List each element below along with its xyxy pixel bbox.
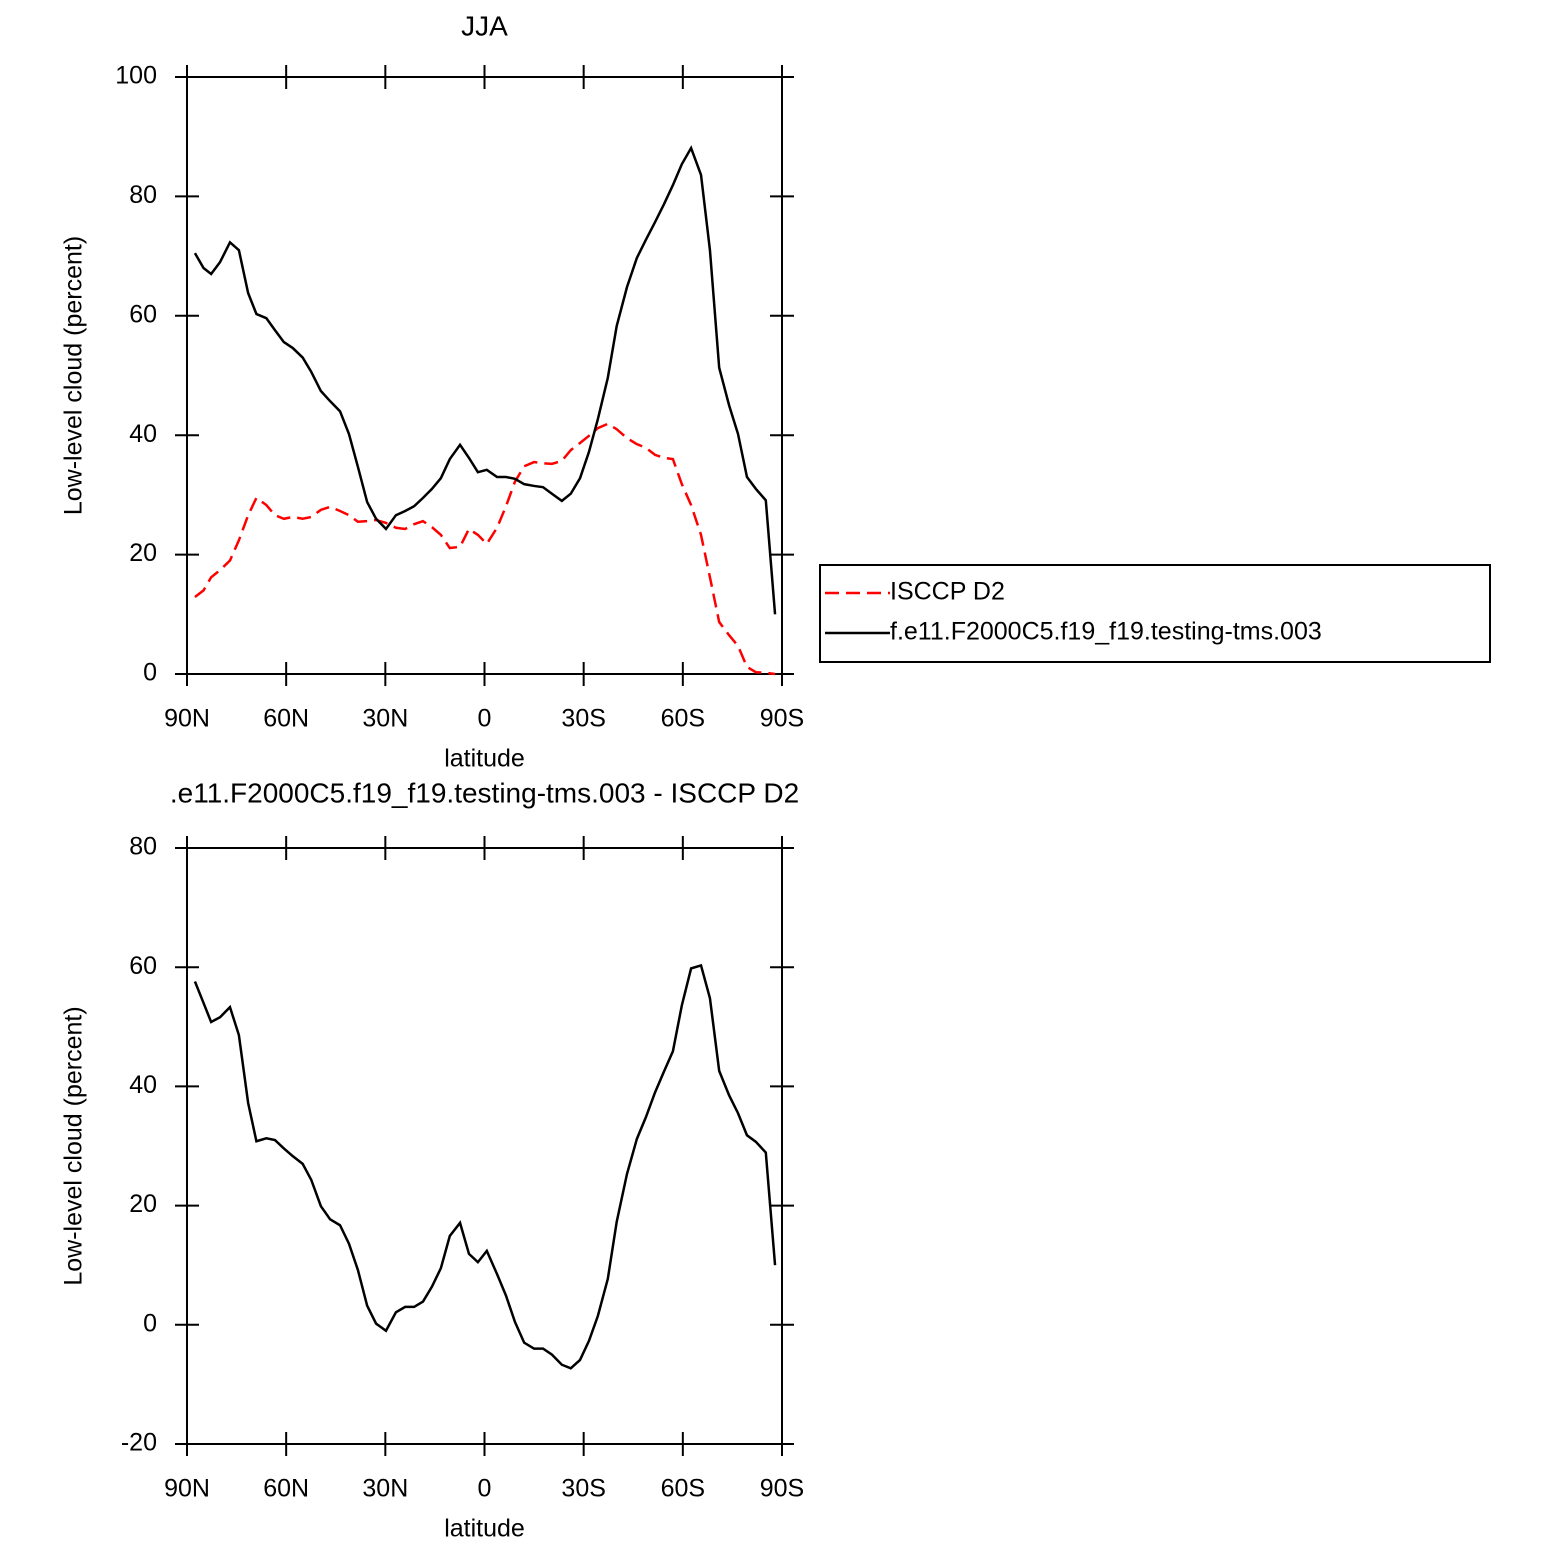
y-tick-label: 0 [143, 659, 157, 687]
y-axis-label: Low-level cloud (percent) [60, 236, 88, 515]
legend-label: f.e11.F2000C5.f19_f19.testing-tms.003 [890, 618, 1322, 646]
y-tick-label: 60 [129, 952, 157, 980]
x-tick-label: 90S [760, 705, 804, 733]
y-tick-label: 40 [129, 1071, 157, 1099]
legend-label: ISCCP D2 [890, 578, 1005, 606]
x-tick-label: 90N [164, 705, 210, 733]
y-tick-label: 80 [129, 181, 157, 209]
chart-title: JJA [461, 10, 508, 41]
chart-title: .e11.F2000C5.f19_f19.testing-tms.003 - I… [170, 777, 799, 808]
y-tick-label: -20 [121, 1429, 157, 1457]
series-line [193, 963, 777, 1370]
y-tick-label: 40 [129, 420, 157, 448]
x-tick-label: 30N [362, 1475, 408, 1503]
x-tick-label: 30S [561, 1475, 605, 1503]
plot-frame [186, 847, 783, 1445]
x-tick-label: 60S [661, 1475, 705, 1503]
y-tick-label: 80 [129, 833, 157, 861]
plot-frame [186, 76, 783, 675]
series-line [193, 145, 777, 615]
x-tick-label: 60N [263, 705, 309, 733]
y-tick-label: 20 [129, 539, 157, 567]
y-tick-label: 0 [143, 1309, 157, 1337]
x-axis-label: latitude [444, 745, 525, 773]
x-tick-label: 60N [263, 1475, 309, 1503]
y-tick-label: 100 [115, 62, 157, 90]
x-tick-label: 60S [661, 705, 705, 733]
legend-box [819, 564, 1491, 663]
x-axis-label: latitude [444, 1515, 525, 1543]
x-tick-label: 30N [362, 705, 408, 733]
series-line [194, 422, 776, 676]
y-axis-label: Low-level cloud (percent) [60, 1006, 88, 1285]
y-tick-label: 20 [129, 1190, 157, 1218]
y-tick-label: 60 [129, 300, 157, 328]
x-tick-label: 0 [478, 1475, 492, 1503]
x-tick-label: 30S [561, 705, 605, 733]
x-tick-label: 90N [164, 1475, 210, 1503]
x-tick-label: 90S [760, 1475, 804, 1503]
x-tick-label: 0 [478, 705, 492, 733]
